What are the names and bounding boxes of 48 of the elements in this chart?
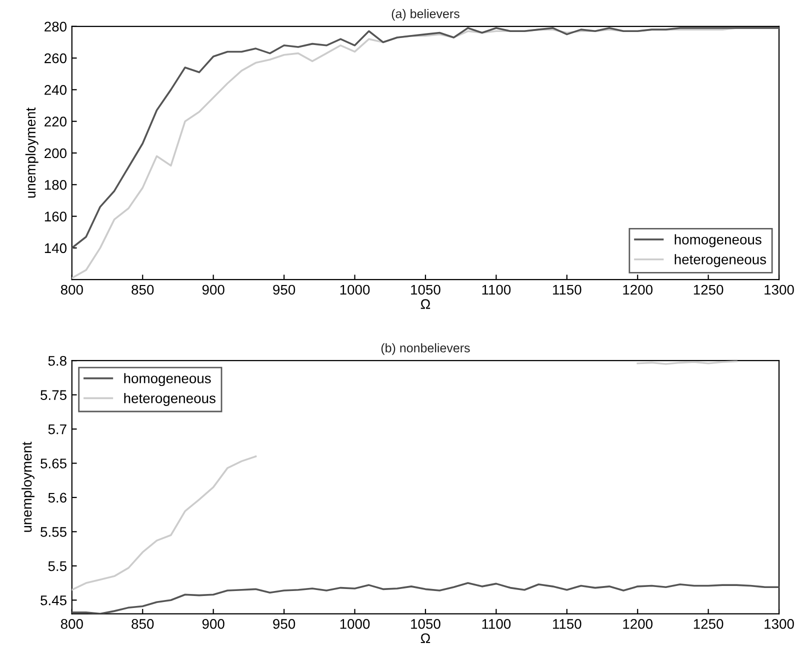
y-tick-label: 220 [44,116,67,127]
x-tick-label: 1300 [764,284,794,295]
x-axis-title: Ω [420,299,430,309]
y-tick-label: 5.55 [40,527,66,537]
x-tick-label: 1200 [623,284,653,295]
x-tick-label: 850 [132,284,154,295]
y-axis-title: unemployment [25,108,38,198]
y-tick-label: 180 [44,180,67,190]
x-tick-label: 1300 [764,619,794,629]
chart-title: (a) believers [392,9,460,21]
y-tick-label: 5.65 [40,458,66,468]
x-tick-label: 1250 [694,284,724,295]
y-tick-label: 5.6 [48,492,66,503]
y-tick-label: 140 [44,243,67,254]
x-tick-label: 900 [202,284,224,295]
x-tick-label: 1100 [482,284,511,295]
y-axis-title: unemployment [22,442,34,532]
x-tick-label: 1000 [340,619,370,629]
chart-title: (b) nonbelievers [381,343,470,355]
legend-label: heterogeneous [674,254,766,268]
x-tick-label: 950 [273,284,296,295]
x-tick-label: 1000 [340,284,370,295]
x-tick-label: 1150 [553,284,582,295]
y-tick-label: 260 [44,53,67,64]
legend-label: heterogeneous [124,393,216,406]
y-tick-label: 5.75 [40,390,66,400]
y-tick-label: 240 [44,85,67,95]
y-tick-label: 200 [44,148,67,158]
y-tick-label: 5.8 [48,356,66,366]
x-tick-label: 900 [202,619,224,629]
x-tick-label: 1050 [411,619,440,629]
x-tick-label: 1250 [694,619,724,629]
x-tick-label: 800 [60,619,83,629]
x-tick-label: 850 [132,619,154,629]
x-tick-label: 1050 [411,284,440,295]
x-tick-label: 950 [273,619,296,629]
x-tick-label: 800 [60,284,83,295]
x-axis-title: Ω [420,633,430,644]
y-tick-label: 5.7 [48,424,66,434]
y-tick-label: 160 [44,212,67,222]
x-tick-label: 1200 [623,619,653,629]
y-tick-label: 5.5 [48,561,66,572]
y-tick-label: 280 [44,22,67,32]
x-tick-label: 1150 [553,619,582,629]
y-tick-label: 5.45 [40,596,66,606]
x-tick-label: 1100 [482,619,511,629]
legend-label: homogeneous [674,234,762,248]
legend-label: homogeneous [124,373,211,386]
